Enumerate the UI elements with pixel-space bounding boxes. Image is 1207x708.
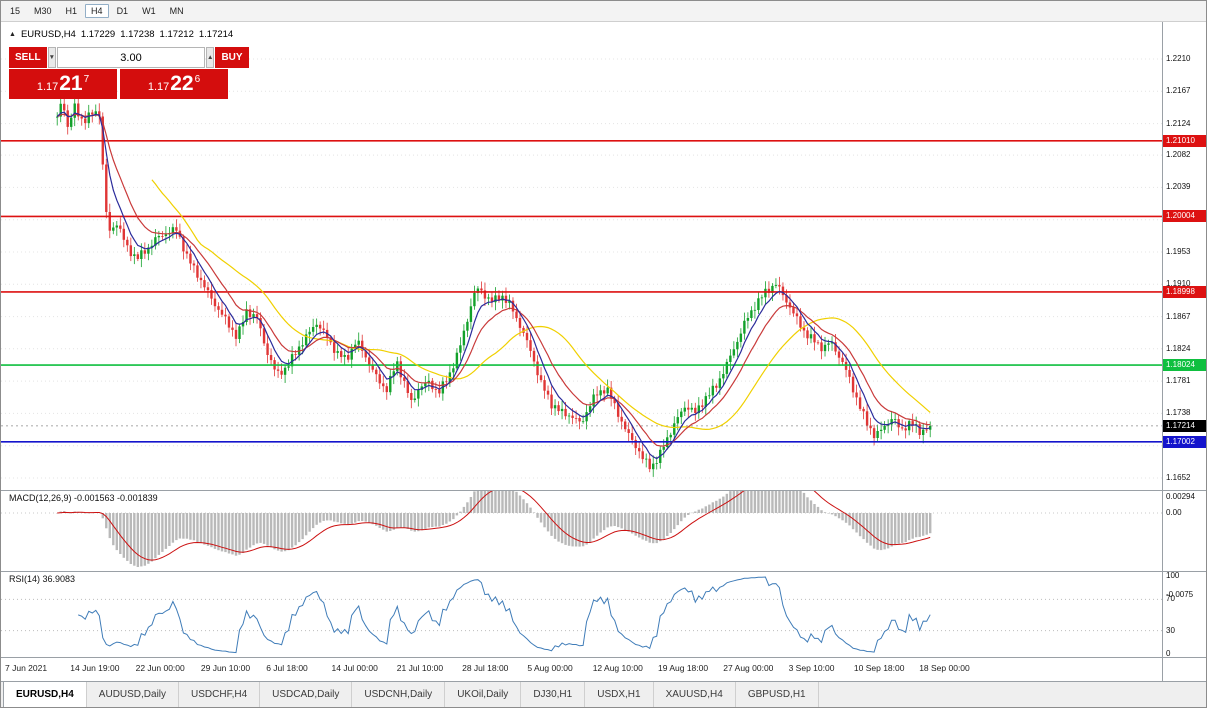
time-axis-label: 21 Jul 10:00 — [396, 663, 444, 673]
time-axis-label: 7 Jun 2021 — [5, 663, 48, 673]
macd-axis-tick: 0.00 — [1166, 508, 1182, 517]
macd-axis-tick: 0.00294 — [1166, 492, 1195, 501]
time-axis-label: 10 Sep 18:00 — [853, 663, 905, 673]
macd-indicator-pane[interactable]: MACD(12,26,9) -0.001563 -0.001839 — [1, 491, 1163, 571]
macd-canvas[interactable] — [1, 491, 1163, 571]
time-axis-label: 12 Aug 10:00 — [592, 663, 643, 673]
sell-price-prefix: 1.17 — [36, 81, 59, 93]
price-axis-tick: 1.1781 — [1166, 376, 1191, 385]
price-axis-tick: 1.1867 — [1166, 312, 1191, 321]
chart-area: ▲ EURUSD,H4 1.17229 1.17238 1.17212 1.17… — [1, 22, 1206, 681]
chart-tab-ukoil-daily[interactable]: UKOil,Daily — [445, 682, 522, 707]
price-axis-tick: 1.2082 — [1166, 150, 1191, 159]
time-axis-label: 6 Jul 18:00 — [266, 663, 308, 673]
sell-price-big-digits: 21 — [59, 72, 83, 95]
chart-tab-usdcnh-daily[interactable]: USDCNH,Daily — [352, 682, 446, 707]
macd-axis-tick: -0.0075 — [1166, 590, 1194, 599]
timeframe-button-m30[interactable]: M30 — [34, 6, 52, 16]
ohlc-high: 1.17238 — [120, 29, 155, 40]
volume-input[interactable] — [57, 47, 205, 68]
chart-tab-eurusd-h4[interactable]: EURUSD,H4 — [3, 682, 87, 707]
chevron-down-icon: ▼ — [48, 54, 55, 61]
time-axis-label: 5 Aug 00:00 — [527, 663, 573, 673]
time-axis-label: 28 Jul 18:00 — [462, 663, 509, 673]
sell-price-display[interactable]: 1.17 21 7 — [9, 69, 117, 99]
timeframe-button-h4[interactable]: H4 — [85, 4, 109, 18]
hline-price-badge: 1.20004 — [1163, 210, 1206, 222]
time-axis-label: 3 Sep 10:00 — [788, 663, 835, 673]
pane-splitter[interactable] — [1, 571, 1206, 572]
sell-price-pipette: 7 — [83, 74, 90, 85]
price-axis-tick: 1.2124 — [1166, 119, 1191, 128]
chart-tab-gbpusd-h1[interactable]: GBPUSD,H1 — [736, 682, 819, 707]
hline-price-badge: 1.17002 — [1163, 436, 1206, 448]
time-axis-label: 27 Aug 00:00 — [723, 663, 774, 673]
ohlc-open: 1.17229 — [80, 29, 116, 40]
timeframe-button-w1[interactable]: W1 — [142, 6, 156, 16]
macd-label: MACD(12,26,9) -0.001563 -0.001839 — [9, 493, 158, 503]
price-axis-tick: 1.1953 — [1166, 247, 1191, 256]
buy-price-big-digits: 22 — [170, 72, 194, 95]
pane-splitter[interactable] — [1, 657, 1206, 658]
time-axis-label: 14 Jun 19:00 — [70, 663, 120, 673]
timeframe-button-d1[interactable]: D1 — [116, 6, 129, 16]
hline-price-badge: 1.18998 — [1163, 286, 1206, 298]
buy-price-pipette: 6 — [194, 74, 201, 85]
current-price-badge: 1.17214 — [1163, 420, 1206, 432]
price-axis-tick: 1.2210 — [1166, 54, 1191, 63]
buy-button[interactable]: BUY — [215, 47, 249, 68]
time-axis-label: 19 Aug 18:00 — [658, 663, 709, 673]
price-axis-tick: 1.1652 — [1166, 473, 1191, 482]
volume-decrease-button[interactable]: ▼ — [47, 47, 56, 68]
one-click-trading-panel: SELL ▼ ▲ BUY 1.17 21 7 1.17 22 6 — [9, 47, 249, 99]
price-axis-tick: 1.2039 — [1166, 182, 1191, 191]
timeframe-button-15[interactable]: 15 — [10, 6, 21, 16]
chart-symbol-label: EURUSD,H4 — [20, 29, 76, 40]
price-axis-tick: 1.2167 — [1166, 86, 1191, 95]
volume-increase-button[interactable]: ▲ — [206, 47, 215, 68]
price-axis-tick: 1.1738 — [1166, 408, 1191, 417]
sell-button[interactable]: SELL — [9, 47, 47, 68]
hline-price-badge: 1.21010 — [1163, 135, 1206, 147]
chart-tab-usdchf-h4[interactable]: USDCHF,H4 — [179, 682, 261, 707]
ohlc-low: 1.17212 — [159, 29, 194, 40]
time-axis-label: 29 Jun 10:00 — [200, 663, 251, 673]
candlestick-canvas[interactable] — [1, 22, 1163, 490]
chart-tab-usdcad-daily[interactable]: USDCAD,Daily — [260, 682, 353, 707]
one-click-panel-toggle-icon[interactable]: ▲ — [9, 31, 16, 38]
rsi-axis-tick: 0 — [1166, 649, 1171, 658]
rsi-axis-tick: 100 — [1166, 571, 1180, 580]
price-chart-pane[interactable]: ▲ EURUSD,H4 1.17229 1.17238 1.17212 1.17… — [1, 22, 1163, 490]
rsi-indicator-pane[interactable]: RSI(14) 36.9083 — [1, 572, 1163, 657]
ohlc-close: 1.17214 — [198, 29, 234, 40]
chart-tab-xauusd-h4[interactable]: XAUUSD,H4 — [654, 682, 736, 707]
chart-tab-usdx-h1[interactable]: USDX,H1 — [585, 682, 654, 707]
timeframe-button-mn[interactable]: MN — [169, 6, 184, 16]
time-axis[interactable]: 7 Jun 2021 14 Jun 19:00 22 Jun 00:00 29 Jun… — [1, 658, 1163, 681]
time-axis-label: 22 Jun 00:00 — [135, 663, 185, 673]
chart-ohlc-title: ▲ EURUSD,H4 1.17229 1.17238 1.17212 1.17… — [9, 29, 233, 40]
pane-splitter[interactable] — [1, 490, 1206, 491]
rsi-axis-tick: 30 — [1166, 626, 1175, 635]
price-axis-tick: 1.1910 — [1166, 279, 1191, 288]
buy-price-prefix: 1.17 — [147, 81, 170, 93]
rsi-axis-tick: 70 — [1166, 594, 1175, 603]
chart-tab-audusd-daily[interactable]: AUDUSD,Daily — [87, 682, 180, 707]
hline-price-badge: 1.18024 — [1163, 359, 1206, 371]
price-axis[interactable]: 1.22101.21671.21241.20821.20391.19961.19… — [1162, 22, 1206, 681]
rsi-canvas[interactable] — [1, 572, 1163, 657]
timeframe-toolbar: 15 M30 H1 H4 D1 W1 MN — [1, 1, 1206, 22]
time-axis-label: 14 Jul 00:00 — [331, 663, 378, 673]
chart-tabs-bar: EURUSD,H4 AUDUSD,Daily USDCHF,H4 USDCAD,Dai… — [1, 681, 1206, 707]
price-axis-tick: 1.1824 — [1166, 344, 1191, 353]
chart-tab-dj30-h1[interactable]: DJ30,H1 — [521, 682, 586, 707]
timeframe-button-h1[interactable]: H1 — [65, 6, 78, 16]
buy-price-display[interactable]: 1.17 22 6 — [120, 69, 228, 99]
chevron-up-icon: ▲ — [207, 54, 214, 61]
time-axis-label: 18 Sep 00:00 — [919, 663, 970, 673]
rsi-label: RSI(14) 36.9083 — [9, 574, 76, 584]
